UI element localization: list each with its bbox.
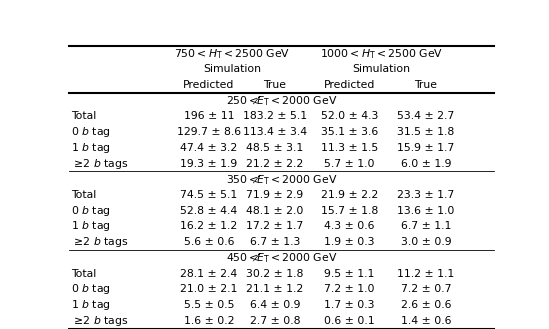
Text: 1.7 ± 0.3: 1.7 ± 0.3: [324, 300, 374, 310]
Text: 48.5 ± 3.1: 48.5 ± 3.1: [247, 143, 304, 153]
Text: 113.4 ± 3.4: 113.4 ± 3.4: [243, 127, 307, 137]
Text: $1000 < H_\mathrm{T} < 2500\ \mathrm{GeV}$: $1000 < H_\mathrm{T} < 2500\ \mathrm{GeV…: [320, 47, 443, 61]
Text: $1\ b\ \rm{tag}$: $1\ b\ \rm{tag}$: [71, 219, 110, 234]
Text: 71.9 ± 2.9: 71.9 ± 2.9: [247, 190, 304, 200]
Text: 30.2 ± 1.8: 30.2 ± 1.8: [247, 268, 304, 279]
Text: 23.3 ± 1.7: 23.3 ± 1.7: [397, 190, 455, 200]
Text: 0.6 ± 0.1: 0.6 ± 0.1: [324, 316, 375, 326]
Text: 28.1 ± 2.4: 28.1 ± 2.4: [181, 268, 238, 279]
Text: 129.7 ± 8.6: 129.7 ± 8.6: [177, 127, 241, 137]
Text: 7.2 ± 0.7: 7.2 ± 0.7: [401, 284, 451, 294]
Text: 21.9 ± 2.2: 21.9 ± 2.2: [321, 190, 378, 200]
Text: $0\ b\ \rm{tag}$: $0\ b\ \rm{tag}$: [71, 282, 110, 296]
Text: 47.4 ± 3.2: 47.4 ± 3.2: [181, 143, 238, 153]
Text: $\geq\!2\ b\ \rm{tags}$: $\geq\!2\ b\ \rm{tags}$: [71, 314, 128, 328]
Text: 2.7 ± 0.8: 2.7 ± 0.8: [250, 316, 300, 326]
Text: 3.0 ± 0.9: 3.0 ± 0.9: [401, 237, 451, 247]
Text: Total: Total: [71, 190, 96, 200]
Text: 48.1 ± 2.0: 48.1 ± 2.0: [247, 206, 304, 216]
Text: 183.2 ± 5.1: 183.2 ± 5.1: [243, 112, 307, 121]
Text: True: True: [414, 80, 438, 90]
Text: 17.2 ± 1.7: 17.2 ± 1.7: [247, 221, 304, 231]
Text: 19.3 ± 1.9: 19.3 ± 1.9: [181, 159, 238, 168]
Text: 6.4 ± 0.9: 6.4 ± 0.9: [250, 300, 300, 310]
Text: 21.1 ± 1.2: 21.1 ± 1.2: [247, 284, 304, 294]
Text: $450< \not\!\!{E}_\mathrm{T} < 2000\ \mathrm{GeV}$: $450< \not\!\!{E}_\mathrm{T} < 2000\ \ma…: [226, 250, 337, 265]
Text: $1\ b\ \rm{tag}$: $1\ b\ \rm{tag}$: [71, 141, 110, 155]
Text: $\geq\!2\ b\ \rm{tags}$: $\geq\!2\ b\ \rm{tags}$: [71, 235, 128, 249]
Text: 6.0 ± 1.9: 6.0 ± 1.9: [401, 159, 451, 168]
Text: $0\ b\ \rm{tag}$: $0\ b\ \rm{tag}$: [71, 125, 110, 139]
Text: $\geq\!2\ b\ \rm{tags}$: $\geq\!2\ b\ \rm{tags}$: [71, 157, 128, 171]
Text: 5.5 ± 0.5: 5.5 ± 0.5: [184, 300, 234, 310]
Text: 74.5 ± 5.1: 74.5 ± 5.1: [181, 190, 238, 200]
Text: $750 < H_\mathrm{T} < 2500\ \mathrm{GeV}$: $750 < H_\mathrm{T} < 2500\ \mathrm{GeV}…: [174, 47, 290, 61]
Text: 5.6 ± 0.6: 5.6 ± 0.6: [184, 237, 234, 247]
Text: $1\ b\ \rm{tag}$: $1\ b\ \rm{tag}$: [71, 298, 110, 312]
Text: 15.9 ± 1.7: 15.9 ± 1.7: [397, 143, 455, 153]
Text: Total: Total: [71, 112, 96, 121]
Text: Simulation: Simulation: [204, 64, 261, 74]
Text: 16.2 ± 1.2: 16.2 ± 1.2: [181, 221, 238, 231]
Text: 53.4 ± 2.7: 53.4 ± 2.7: [397, 112, 455, 121]
Text: 11.3 ± 1.5: 11.3 ± 1.5: [321, 143, 378, 153]
Text: 11.2 ± 1.1: 11.2 ± 1.1: [397, 268, 455, 279]
Text: 31.5 ± 1.8: 31.5 ± 1.8: [397, 127, 455, 137]
Text: 52.0 ± 4.3: 52.0 ± 4.3: [321, 112, 378, 121]
Text: 7.2 ± 1.0: 7.2 ± 1.0: [324, 284, 374, 294]
Text: 6.7 ± 1.1: 6.7 ± 1.1: [401, 221, 451, 231]
Text: 6.7 ± 1.3: 6.7 ± 1.3: [250, 237, 300, 247]
Text: 2.6 ± 0.6: 2.6 ± 0.6: [401, 300, 451, 310]
Text: 196 ± 11: 196 ± 11: [184, 112, 234, 121]
Text: 15.7 ± 1.8: 15.7 ± 1.8: [321, 206, 378, 216]
Text: $250< \not\!\!{E}_\mathrm{T} < 2000\ \mathrm{GeV}$: $250< \not\!\!{E}_\mathrm{T} < 2000\ \ma…: [226, 93, 337, 108]
Text: 21.0 ± 2.1: 21.0 ± 2.1: [180, 284, 238, 294]
Text: 21.2 ± 2.2: 21.2 ± 2.2: [247, 159, 304, 168]
Text: 35.1 ± 3.6: 35.1 ± 3.6: [321, 127, 378, 137]
Text: $0\ b\ \rm{tag}$: $0\ b\ \rm{tag}$: [71, 204, 110, 218]
Text: Predicted: Predicted: [183, 80, 235, 90]
Text: True: True: [264, 80, 287, 90]
Text: Total: Total: [71, 268, 96, 279]
Text: 1.4 ± 0.6: 1.4 ± 0.6: [401, 316, 451, 326]
Text: Simulation: Simulation: [352, 64, 410, 74]
Text: 1.6 ± 0.2: 1.6 ± 0.2: [184, 316, 234, 326]
Text: 52.8 ± 4.4: 52.8 ± 4.4: [181, 206, 238, 216]
Text: Predicted: Predicted: [324, 80, 375, 90]
Text: $350< \not\!\!{E}_\mathrm{T} < 2000\ \mathrm{GeV}$: $350< \not\!\!{E}_\mathrm{T} < 2000\ \ma…: [226, 172, 337, 187]
Text: 1.9 ± 0.3: 1.9 ± 0.3: [324, 237, 374, 247]
Text: 13.6 ± 1.0: 13.6 ± 1.0: [397, 206, 455, 216]
Text: 9.5 ± 1.1: 9.5 ± 1.1: [324, 268, 374, 279]
Text: 4.3 ± 0.6: 4.3 ± 0.6: [324, 221, 374, 231]
Text: 5.7 ± 1.0: 5.7 ± 1.0: [324, 159, 374, 168]
